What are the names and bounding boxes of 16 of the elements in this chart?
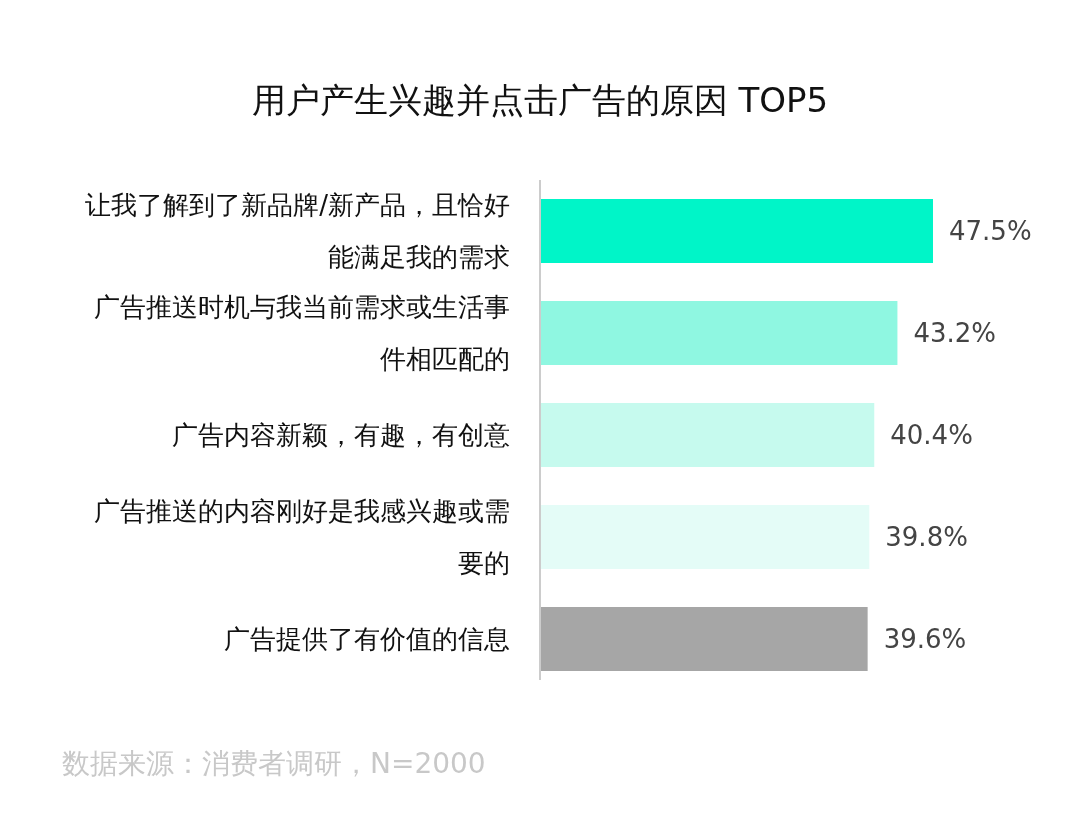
data-label: 43.2% — [913, 318, 997, 348]
bar — [540, 403, 875, 467]
y-tick-label: 广告提供了有价值的信息 — [224, 624, 510, 655]
y-tick-label: 广告内容新颖，有趣，有创意 — [172, 420, 510, 451]
bar — [540, 301, 898, 365]
bar — [540, 199, 933, 263]
data-label: 40.4% — [890, 420, 973, 450]
y-tick-label: 广告推送的内容刚好是我感兴趣或需要的 — [94, 496, 510, 579]
y-tick-label: 广告推送时机与我当前需求或生活事件相匹配的 — [94, 292, 510, 375]
y-tick-label: 让我了解到了新品牌/新产品，且恰好能满足我的需求 — [85, 190, 510, 273]
bar — [540, 607, 868, 671]
data-label: 47.5% — [949, 216, 1032, 246]
data-label: 39.6% — [883, 624, 967, 654]
data-label: 39.8% — [885, 522, 968, 552]
bar — [540, 505, 870, 569]
chart-title: 用户产生兴趣并点击广告的原因 TOP5 — [251, 80, 829, 120]
